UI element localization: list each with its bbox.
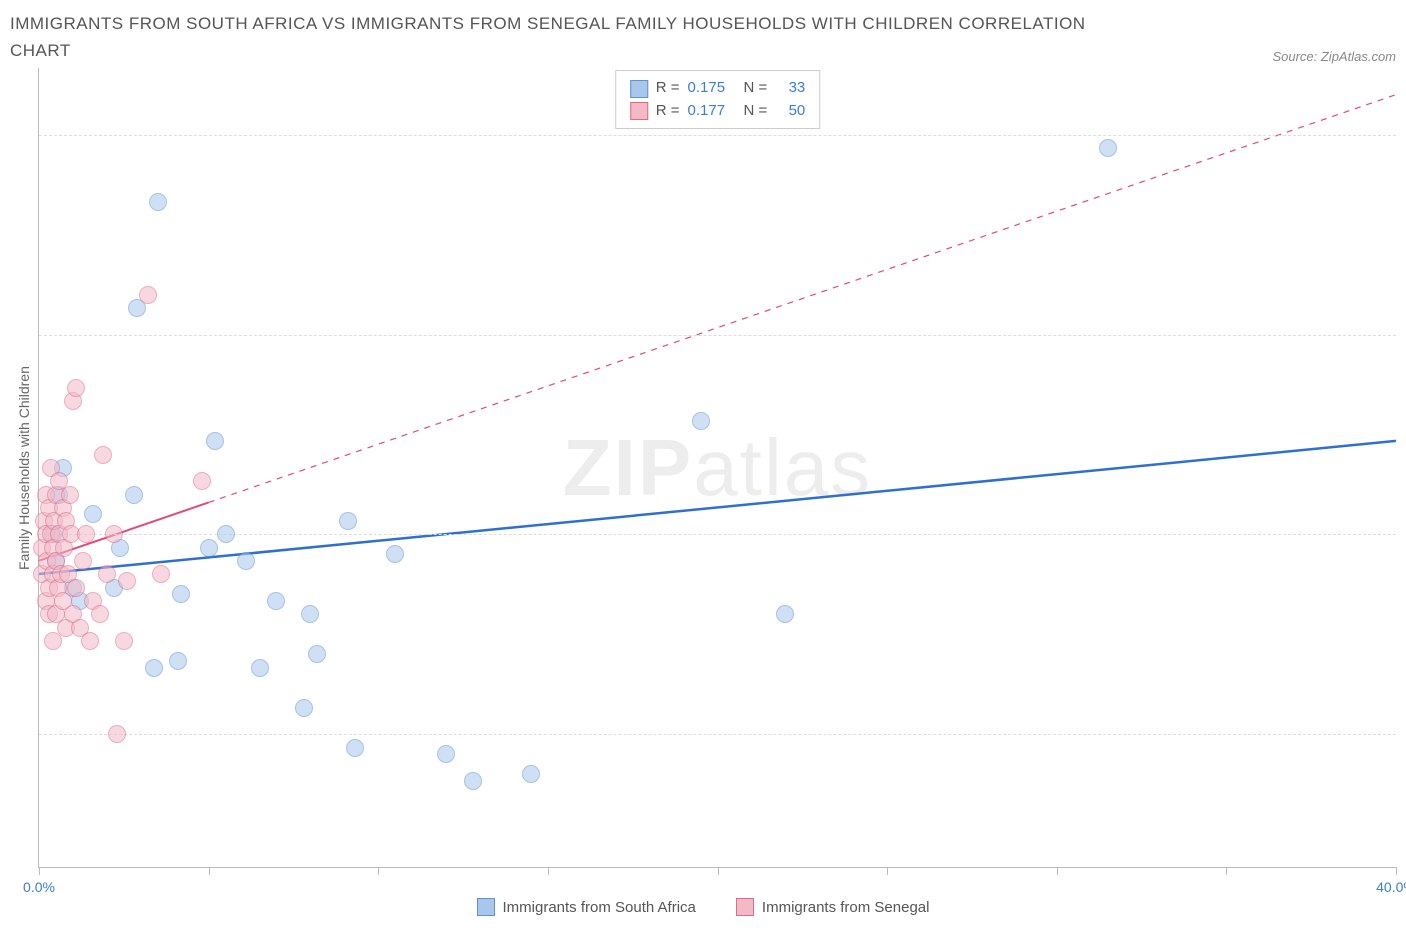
scatter-point (217, 525, 235, 543)
scatter-point (61, 486, 79, 504)
scatter-point (1099, 139, 1117, 157)
legend-label: Immigrants from Senegal (762, 899, 930, 916)
stats-legend-row: R = 0.177 N = 50 (630, 100, 806, 123)
scatter-point (67, 379, 85, 397)
source-label: Source: ZipAtlas.com (1272, 49, 1396, 64)
plot-area: ZIPatlas R =0.175N =33R =0.177N =50 15.0… (38, 68, 1396, 868)
x-tick (548, 867, 549, 875)
y-axis-label: Family Households with Children (10, 68, 38, 868)
scatter-point (295, 699, 313, 717)
scatter-point (152, 565, 170, 583)
scatter-point (522, 765, 540, 783)
x-tick (1057, 867, 1058, 875)
scatter-point (67, 579, 85, 597)
scatter-point (125, 486, 143, 504)
gridline (39, 734, 1396, 735)
stats-legend-row: R = 0.175 N = 33 (630, 77, 806, 100)
legend-swatch (736, 898, 754, 916)
scatter-point (692, 412, 710, 430)
watermark-bold: ZIP (563, 423, 693, 512)
scatter-point (169, 652, 187, 670)
watermark-rest: atlas (693, 423, 872, 512)
x-tick (209, 867, 210, 875)
scatter-point (98, 565, 116, 583)
scatter-point (94, 446, 112, 464)
x-tick (39, 867, 40, 875)
chart-title: IMMIGRANTS FROM SOUTH AFRICA VS IMMIGRAN… (10, 10, 1110, 64)
legend-swatch (630, 80, 648, 98)
scatter-point (74, 552, 92, 570)
x-tick (887, 867, 888, 875)
legend-swatch (477, 898, 495, 916)
x-tick (718, 867, 719, 875)
r-value: 0.177 (688, 100, 736, 123)
trend-line-dashed (209, 95, 1396, 503)
scatter-point (437, 745, 455, 763)
gridline (39, 335, 1396, 336)
n-value: 33 (775, 77, 805, 100)
r-value: 0.175 (688, 77, 736, 100)
chart-container: IMMIGRANTS FROM SOUTH AFRICA VS IMMIGRAN… (10, 10, 1396, 916)
n-label: N = (744, 77, 768, 100)
bottom-legend-item: Immigrants from South Africa (477, 898, 696, 916)
scatter-point (139, 286, 157, 304)
scatter-point (193, 472, 211, 490)
gridline (39, 135, 1396, 136)
bottom-legend: Immigrants from South Africa Immigrants f… (10, 898, 1396, 916)
scatter-point (301, 605, 319, 623)
r-label: R = (656, 77, 680, 100)
scatter-point (115, 632, 133, 650)
plot-wrapper: Family Households with Children ZIPatlas… (10, 68, 1396, 868)
scatter-point (776, 605, 794, 623)
scatter-point (149, 193, 167, 211)
scatter-point (118, 572, 136, 590)
n-value: 50 (775, 100, 805, 123)
bottom-legend-item: Immigrants from Senegal (736, 898, 930, 916)
scatter-point (108, 725, 126, 743)
watermark: ZIPatlas (563, 422, 872, 514)
n-label: N = (744, 100, 768, 123)
scatter-point (44, 632, 62, 650)
scatter-point (81, 632, 99, 650)
gridline (39, 534, 1396, 535)
x-tick (1226, 867, 1227, 875)
scatter-point (172, 585, 190, 603)
x-tick (1396, 867, 1397, 875)
scatter-point (251, 659, 269, 677)
scatter-point (206, 432, 224, 450)
scatter-point (77, 525, 95, 543)
scatter-point (84, 505, 102, 523)
scatter-point (464, 772, 482, 790)
stats-legend-box: R = 0.175 N = 33 R = 0.177 N = 50 (615, 70, 821, 129)
scatter-point (105, 525, 123, 543)
scatter-point (339, 512, 357, 530)
scatter-point (200, 539, 218, 557)
legend-label: Immigrants from South Africa (503, 899, 696, 916)
x-tick (378, 867, 379, 875)
scatter-point (145, 659, 163, 677)
scatter-point (308, 645, 326, 663)
r-label: R = (656, 100, 680, 123)
scatter-point (267, 592, 285, 610)
trend-lines-svg (39, 68, 1396, 867)
scatter-point (346, 739, 364, 757)
legend-swatch (630, 102, 648, 120)
x-tick-label: 40.0% (1376, 879, 1406, 895)
title-row: IMMIGRANTS FROM SOUTH AFRICA VS IMMIGRAN… (10, 10, 1396, 64)
x-tick-label: 0.0% (23, 879, 55, 895)
scatter-point (237, 552, 255, 570)
scatter-point (386, 545, 404, 563)
scatter-point (91, 605, 109, 623)
